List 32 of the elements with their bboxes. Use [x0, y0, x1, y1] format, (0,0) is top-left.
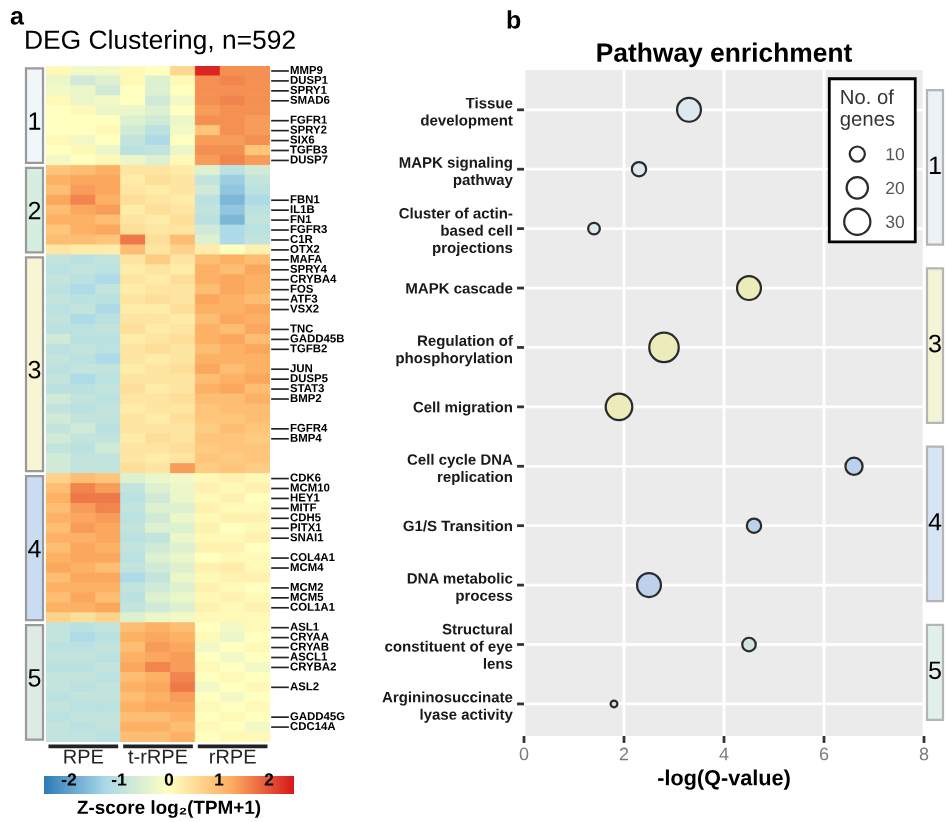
color-bar-label: 0 [164, 773, 174, 786]
text: 4 [928, 513, 942, 531]
y-tick-label: 3 [28, 360, 41, 379]
y-tick-label: 1 [29, 112, 41, 130]
x-tick-label: 2 [619, 747, 629, 761]
color-bar-label: 1 [215, 773, 224, 786]
y-tick-label: 5 [28, 669, 41, 687]
color-bar-title: Z-score log₂(TPM+1) [77, 800, 261, 818]
text: 5 [929, 661, 941, 680]
legend-label: 10 [886, 147, 905, 161]
x-tick-label: 8 [919, 747, 929, 761]
x-tick-label: t-rRPE [128, 749, 188, 764]
color-bar-label: -1 [111, 773, 127, 786]
x-axis-title: -log(Q-value) [658, 769, 790, 790]
x-tick-label: rRPE [210, 749, 256, 764]
text: 3 [929, 334, 941, 353]
y-tick-label: 4 [28, 540, 41, 558]
x-tick-label: 0 [519, 747, 529, 761]
color-bar-label: 2 [264, 773, 274, 786]
legend-label: 20 [886, 181, 905, 195]
x-tick-label: RPE [64, 749, 104, 764]
x-tick-label: 6 [819, 747, 829, 761]
text: a [10, 11, 25, 25]
text: 1 [929, 156, 941, 174]
legend-title: No. of genes [840, 89, 895, 130]
color-bar-label: -2 [61, 773, 77, 786]
legend-label: 30 [885, 215, 905, 228]
chart-title: Pathway enrichment [597, 42, 852, 68]
x-tick-label: 4 [719, 747, 729, 761]
chart-title: DEG Clustering, n=592 [26, 29, 295, 55]
text: b [507, 10, 521, 29]
y-tick-label: 2 [28, 201, 41, 220]
